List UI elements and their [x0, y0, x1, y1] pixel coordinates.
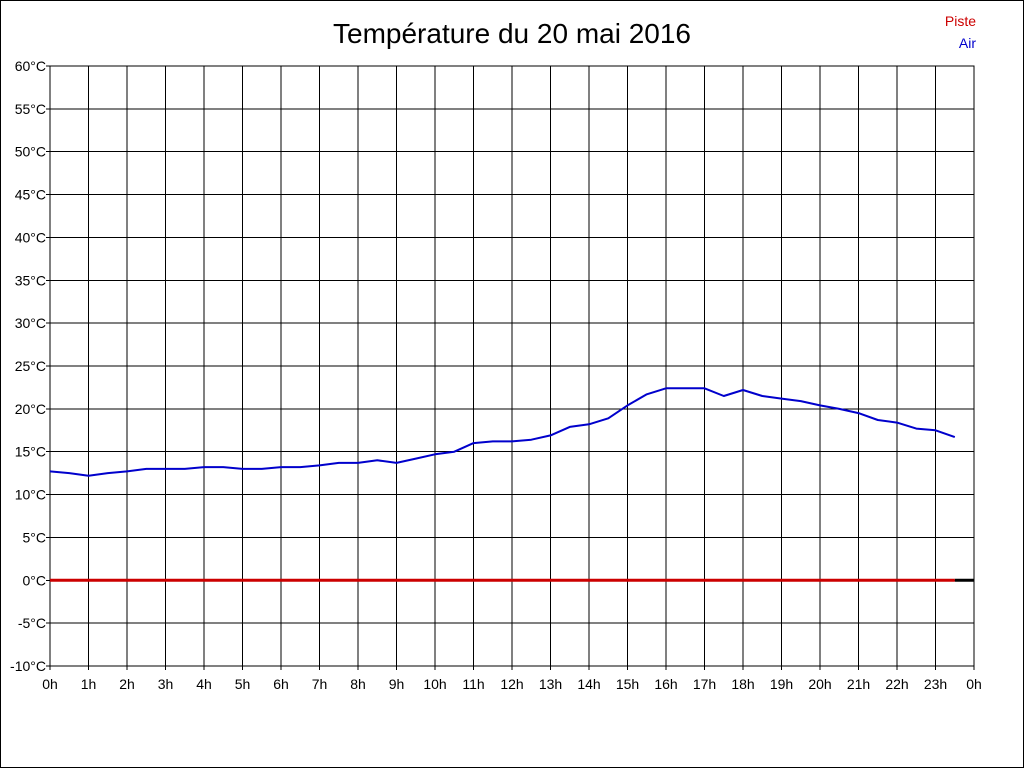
x-tick-label: 18h	[731, 676, 754, 692]
x-tick-label: 2h	[119, 676, 135, 692]
x-tick-label: 14h	[577, 676, 600, 692]
y-tick-label: 10°C	[15, 487, 46, 503]
y-tick-label: 40°C	[15, 229, 46, 245]
y-tick-label: 55°C	[15, 101, 46, 117]
x-tick-label: 0h	[42, 676, 58, 692]
x-tick-label: 6h	[273, 676, 289, 692]
x-tick-label: 10h	[423, 676, 446, 692]
x-tick-label: 1h	[81, 676, 97, 692]
plot-border	[49, 65, 975, 667]
x-tick-label: 0h	[966, 676, 982, 692]
x-tick-label: 17h	[693, 676, 716, 692]
y-tick-label: 35°C	[15, 272, 46, 288]
x-tick-label: 20h	[808, 676, 831, 692]
y-tick-label: 30°C	[15, 315, 46, 331]
x-tick-label: 23h	[924, 676, 947, 692]
x-tick-label: 16h	[654, 676, 677, 692]
y-tick-label: -10°C	[10, 658, 46, 674]
legend-piste: Piste	[944, 13, 976, 29]
x-tick-label: 13h	[539, 676, 562, 692]
x-tick-label: 12h	[500, 676, 523, 692]
x-tick-label: 8h	[350, 676, 366, 692]
x-tick-label: 5h	[235, 676, 251, 692]
y-tick-label: 60°C	[15, 58, 46, 74]
y-tick-label: 25°C	[15, 358, 46, 374]
y-tick-label: 5°C	[23, 529, 47, 545]
x-tick-label: 4h	[196, 676, 212, 692]
x-tick-label: 7h	[312, 676, 328, 692]
series-line-air	[49, 387, 956, 477]
legend-air: Air	[958, 35, 976, 51]
y-tick-label: 50°C	[15, 144, 46, 160]
y-tick-label: 15°C	[15, 444, 46, 460]
x-tick-label: 21h	[847, 676, 870, 692]
x-tick-label: 15h	[616, 676, 639, 692]
x-tick-label: 3h	[158, 676, 174, 692]
x-tick-label: 9h	[389, 676, 405, 692]
y-tick-label: -5°C	[18, 615, 46, 631]
x-tick-label: 22h	[885, 676, 908, 692]
y-tick-label: 20°C	[15, 401, 46, 417]
x-tick-label: 11h	[462, 676, 484, 692]
y-tick-label: 0°C	[23, 572, 47, 588]
x-tick-label: 19h	[770, 676, 793, 692]
y-tick-label: 45°C	[15, 187, 46, 203]
chart-title: Température du 20 mai 2016	[333, 18, 691, 49]
